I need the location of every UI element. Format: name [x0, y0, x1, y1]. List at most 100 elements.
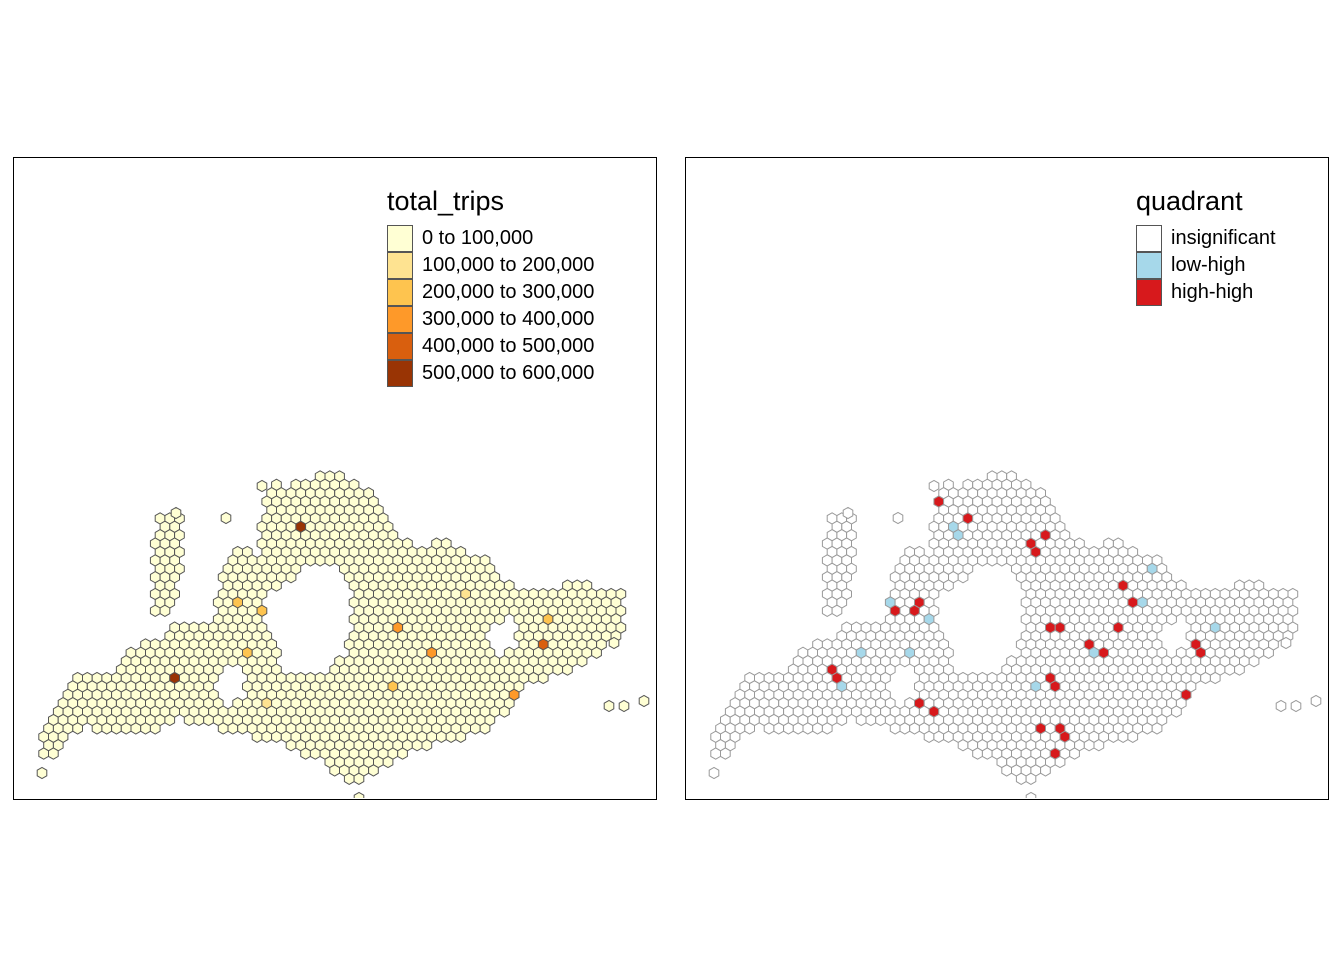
hex-cell: [821, 722, 833, 735]
hex-cell: [1108, 730, 1119, 743]
legend-label: 400,000 to 500,000: [422, 335, 595, 357]
hex-cell: [329, 764, 340, 777]
hex-cell: [38, 747, 49, 760]
hex-cell: [792, 722, 804, 735]
hex-cell: [744, 722, 755, 735]
hex-cell: [892, 511, 904, 525]
hex-cell: [382, 755, 394, 769]
hex-cell: [1127, 730, 1139, 743]
legend-item: 0 to 100,000: [387, 225, 533, 252]
legend-label: 300,000 to 400,000: [422, 308, 595, 330]
hex-cell: [1151, 722, 1163, 735]
hex-cell: [710, 747, 721, 760]
legend-title: total_trips: [387, 186, 505, 216]
hex-cell: [855, 713, 867, 727]
hex-cell: [309, 747, 321, 760]
hex-cell: [831, 604, 843, 617]
hex-cell: [591, 646, 602, 659]
hex-cell: [981, 747, 993, 760]
hex-cell: [720, 747, 731, 760]
hex-cell: [285, 739, 297, 752]
hex-cell: [324, 554, 336, 567]
legend-label: low-high: [1171, 254, 1246, 276]
hex-cell: [130, 722, 142, 735]
hex-cell: [140, 722, 151, 735]
legend-swatch: [1136, 225, 1162, 252]
hex-cell: [977, 554, 988, 567]
legend-title: quadrant: [1136, 186, 1243, 216]
hex-cell: [193, 713, 205, 727]
hex-cell: [220, 511, 232, 525]
legend-swatch: [387, 306, 413, 333]
hexagon-map-total-trips: [36, 470, 650, 798]
hex-cell: [305, 554, 316, 567]
hex-cell: [397, 747, 408, 760]
hex-cell: [923, 730, 935, 743]
hex-cell: [603, 699, 615, 713]
hex-cell: [943, 730, 954, 743]
legend-swatch: [1136, 252, 1162, 279]
hex-cell: [865, 713, 877, 727]
map-panel-quadrant: quadrant insignificant low-high high-hig…: [685, 157, 1329, 800]
hex-cell: [708, 766, 720, 780]
hex-cell: [353, 791, 365, 798]
legend-label: 200,000 to 300,000: [422, 281, 595, 303]
hex-cell: [183, 713, 195, 727]
legend-item: 100,000 to 200,000: [387, 252, 594, 279]
hex-cell: [957, 739, 969, 752]
legend-item: low-high: [1136, 252, 1246, 279]
hex-cell: [343, 772, 355, 785]
legend-swatch: [1136, 279, 1162, 306]
hex-cell: [996, 554, 1008, 567]
hex-cell: [300, 747, 311, 760]
hex-cell: [1224, 663, 1236, 676]
hex-cell: [1025, 772, 1037, 785]
hex-cell: [203, 713, 214, 727]
legend-item: 300,000 to 400,000: [387, 306, 594, 333]
hex-cell: [576, 655, 588, 668]
hex-cell: [1248, 655, 1260, 668]
hex-cell: [494, 613, 505, 626]
legend-label: 0 to 100,000: [422, 227, 534, 249]
hex-cell: [1040, 764, 1051, 777]
legend-item: high-high: [1136, 279, 1253, 306]
legend-swatch: [387, 279, 413, 306]
hex-cell: [1280, 636, 1292, 650]
hex-cell: [149, 604, 161, 617]
hex-cell: [411, 739, 423, 752]
hex-cell: [159, 604, 171, 617]
hex-cell: [368, 764, 379, 777]
hex-cell: [537, 671, 549, 685]
hex-cell: [237, 722, 248, 735]
hex-cell: [763, 722, 775, 735]
legend-item: 200,000 to 300,000: [387, 279, 594, 306]
hex-cell: [812, 722, 823, 735]
hex-cell: [1166, 613, 1177, 626]
hex-cell: [1171, 705, 1182, 718]
hex-cell: [1209, 671, 1221, 685]
hex-cell: [285, 571, 297, 584]
hex-cell: [638, 694, 650, 708]
hex-cell: [909, 722, 920, 735]
hex-cell: [421, 739, 433, 752]
hex-cell: [986, 554, 998, 567]
hex-cell: [528, 671, 539, 685]
hex-cell: [1275, 699, 1287, 713]
hex-cell: [1083, 739, 1095, 752]
legend-swatch: [387, 252, 413, 279]
hex-cell: [928, 479, 940, 493]
hex-cell: [1001, 764, 1012, 777]
hex-cell: [842, 506, 854, 520]
hex-cell: [470, 722, 481, 735]
hex-cell: [899, 655, 911, 668]
hex-cell: [1069, 747, 1080, 760]
legend-item: 500,000 to 600,000: [387, 360, 594, 387]
legend-label: high-high: [1171, 281, 1254, 303]
legend-total-trips: total_trips 0 to 100,000 100,000 to 200,…: [387, 186, 594, 387]
hex-cell: [875, 713, 886, 727]
hex-cell: [227, 722, 239, 735]
hex-cell: [1263, 646, 1274, 659]
hex-cell: [1117, 730, 1129, 743]
hexagon-map-quadrant: [708, 470, 1322, 798]
hex-cell: [821, 604, 833, 617]
